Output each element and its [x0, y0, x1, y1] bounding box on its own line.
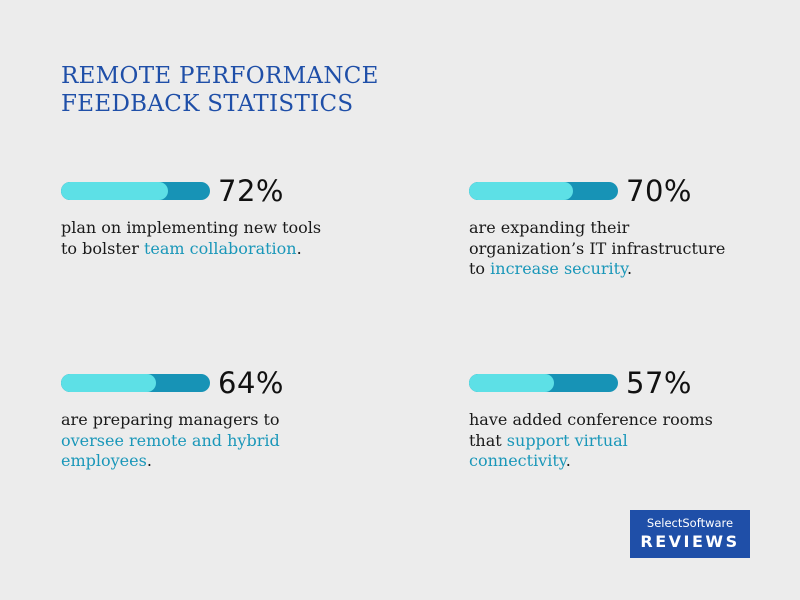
stat-description: are preparing managers to oversee remote… — [61, 410, 326, 472]
stat-highlight: support virtual connectivity — [469, 430, 628, 471]
progress-bar — [61, 374, 210, 392]
progress-bar — [61, 182, 210, 200]
stat-text-end: . — [565, 451, 571, 470]
stat-highlight: oversee remote and hybrid employees — [61, 430, 280, 471]
stat-bar-row: 64% — [61, 364, 351, 402]
stat-text-end: . — [146, 451, 152, 470]
stat-percent: 57% — [626, 366, 692, 400]
stat-percent: 72% — [218, 174, 284, 208]
page-title: REMOTE PERFORMANCE FEEDBACK STATISTICS — [61, 62, 481, 118]
stat-percent: 70% — [626, 174, 692, 208]
stat-text: are preparing managers to — [61, 410, 280, 429]
stat-text-end: . — [296, 238, 302, 258]
stat-description: are expanding their organization’s IT in… — [469, 218, 734, 280]
stat-percent: 64% — [218, 366, 284, 400]
stat-description: have added conference rooms that support… — [469, 410, 734, 472]
progress-bar — [469, 374, 618, 392]
stat-highlight: team collaboration — [143, 238, 297, 258]
title-line-1: REMOTE PERFORMANCE — [61, 63, 379, 89]
stat-card-2: 70% are expanding their organization’s I… — [469, 172, 759, 280]
progress-bar-fill — [61, 374, 157, 392]
progress-bar-fill — [469, 182, 574, 200]
progress-bar-fill — [61, 182, 169, 200]
logo-top-text: SelectSoftware — [646, 516, 734, 530]
stat-card-1: 72% plan on implementing new tools to bo… — [61, 172, 351, 259]
stat-text-end: . — [627, 259, 633, 278]
logo-bottom-text: REVIEWS — [640, 532, 740, 551]
stat-card-4: 57% have added conference rooms that sup… — [469, 364, 759, 472]
stat-text: are expanding their organization’s IT in… — [469, 218, 726, 278]
progress-bar — [469, 182, 618, 200]
stat-card-3: 64% are preparing managers to oversee re… — [61, 364, 351, 472]
stat-bar-row: 72% — [61, 172, 351, 210]
progress-bar-fill — [469, 374, 554, 392]
stat-bar-row: 57% — [469, 364, 759, 402]
stat-highlight: increase security — [490, 259, 628, 278]
title-line-2: FEEDBACK STATISTICS — [61, 91, 354, 117]
selectsoftware-reviews-logo: SelectSoftware REVIEWS — [630, 510, 750, 558]
stat-bar-row: 70% — [469, 172, 759, 210]
stat-text: plan on implementing new tools to bolste… — [61, 218, 322, 258]
stat-description: plan on implementing new tools to bolste… — [61, 218, 326, 259]
stat-text: have added conference rooms that — [469, 410, 713, 450]
